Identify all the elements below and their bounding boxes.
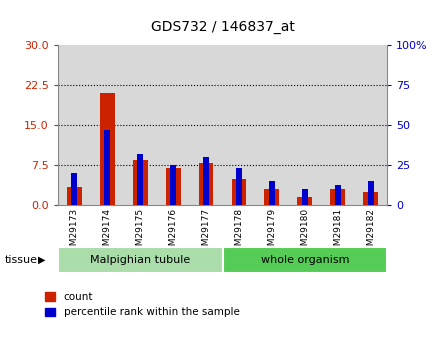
Bar [321, 45, 354, 205]
Bar [198, 162, 214, 205]
Bar [255, 45, 288, 205]
Text: ▶: ▶ [38, 255, 45, 265]
Bar [124, 45, 157, 205]
Legend: count, percentile rank within the sample: count, percentile rank within the sample [41, 288, 244, 322]
Bar [166, 168, 181, 205]
Text: GDS732 / 146837_at: GDS732 / 146837_at [150, 20, 295, 34]
Bar [354, 45, 387, 205]
Bar [157, 45, 190, 205]
Bar [264, 189, 279, 205]
Bar [190, 45, 222, 205]
Bar [330, 189, 345, 205]
Bar [100, 93, 115, 205]
Text: tissue: tissue [4, 255, 37, 265]
Bar [222, 247, 387, 273]
Bar [58, 247, 222, 273]
Bar [133, 160, 148, 205]
Bar [58, 45, 91, 205]
Text: Malpighian tubule: Malpighian tubule [90, 255, 190, 265]
Bar [231, 179, 247, 205]
Bar [335, 185, 341, 205]
Bar [222, 45, 255, 205]
Bar [297, 197, 312, 205]
Bar [104, 130, 110, 205]
Text: whole organism: whole organism [261, 255, 349, 265]
Bar [363, 192, 378, 205]
Bar [236, 168, 242, 205]
Bar [288, 45, 321, 205]
Bar [71, 173, 77, 205]
Bar [368, 181, 374, 205]
Bar [203, 157, 209, 205]
Bar [170, 165, 176, 205]
Bar [67, 187, 82, 205]
Bar [91, 45, 124, 205]
Bar [269, 181, 275, 205]
Bar [302, 189, 308, 205]
Bar [137, 154, 143, 205]
